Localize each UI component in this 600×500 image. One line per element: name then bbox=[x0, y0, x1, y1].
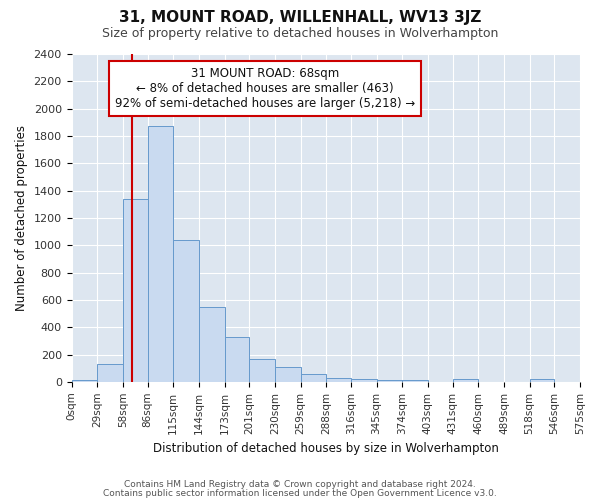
Bar bbox=[402, 380, 428, 382]
Bar bbox=[123, 199, 148, 382]
X-axis label: Distribution of detached houses by size in Wolverhampton: Distribution of detached houses by size … bbox=[153, 442, 499, 455]
Text: Contains HM Land Registry data © Crown copyright and database right 2024.: Contains HM Land Registry data © Crown c… bbox=[124, 480, 476, 489]
Text: 31, MOUNT ROAD, WILLENHALL, WV13 3JZ: 31, MOUNT ROAD, WILLENHALL, WV13 3JZ bbox=[119, 10, 481, 25]
Bar bbox=[249, 358, 275, 382]
Bar bbox=[301, 374, 326, 382]
Bar bbox=[148, 126, 173, 382]
Bar bbox=[71, 380, 97, 382]
Text: 31 MOUNT ROAD: 68sqm
← 8% of detached houses are smaller (463)
92% of semi-detac: 31 MOUNT ROAD: 68sqm ← 8% of detached ho… bbox=[115, 67, 415, 110]
Text: Size of property relative to detached houses in Wolverhampton: Size of property relative to detached ho… bbox=[102, 28, 498, 40]
Bar bbox=[275, 367, 301, 382]
Bar bbox=[224, 336, 249, 382]
Y-axis label: Number of detached properties: Number of detached properties bbox=[15, 125, 28, 311]
Bar bbox=[530, 379, 554, 382]
Bar bbox=[199, 306, 224, 382]
Bar bbox=[351, 379, 377, 382]
Bar bbox=[452, 379, 478, 382]
Bar bbox=[377, 380, 402, 382]
Bar bbox=[97, 364, 123, 382]
Bar bbox=[173, 240, 199, 382]
Bar bbox=[326, 378, 351, 382]
Text: Contains public sector information licensed under the Open Government Licence v3: Contains public sector information licen… bbox=[103, 488, 497, 498]
